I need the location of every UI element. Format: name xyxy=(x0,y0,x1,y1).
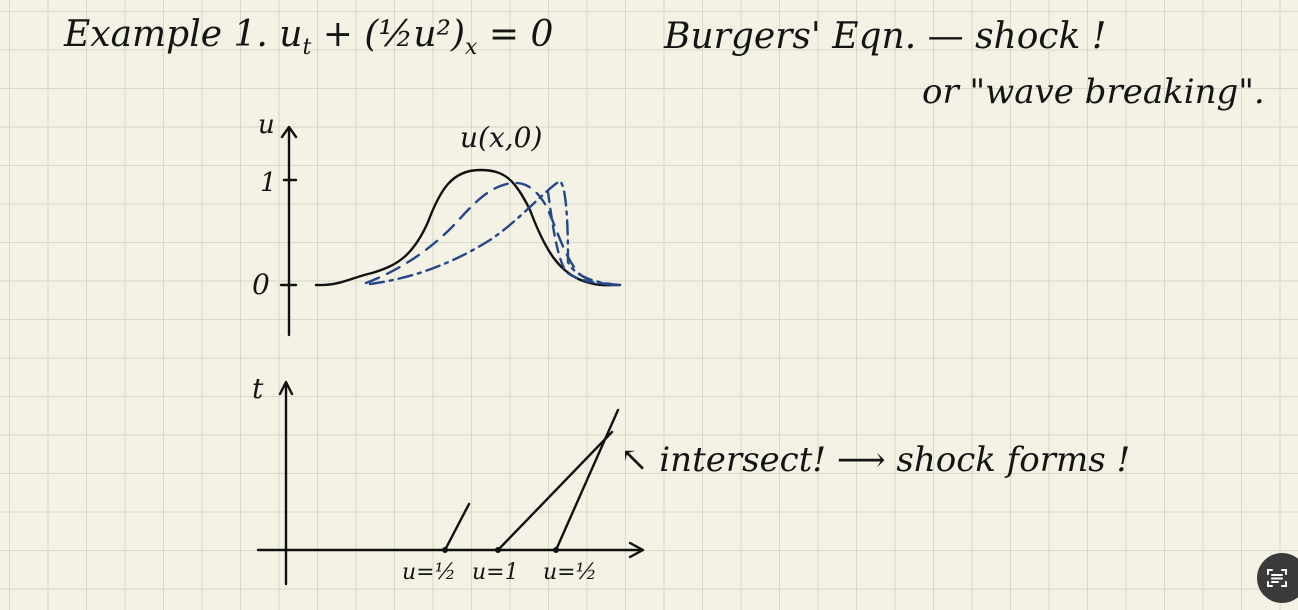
half-fraction: ½ xyxy=(378,14,414,55)
characteristic-u-half-left xyxy=(443,502,471,552)
characteristic-u-one xyxy=(496,430,614,552)
foot-point-3 xyxy=(553,547,559,553)
subscript-t: t xyxy=(302,35,312,61)
tick-label-1: 1 xyxy=(260,168,277,198)
top-y-axis-arrow xyxy=(280,125,298,139)
x-label-u-one: u=1 xyxy=(472,560,519,585)
bottom-y-axis-label: t xyxy=(252,372,264,405)
x-label-u-half-right: u=½ xyxy=(543,560,597,585)
wave-breaking-note: or "wave breaking". xyxy=(922,72,1265,112)
t-axis-arrow xyxy=(278,380,294,396)
steep-front-line xyxy=(546,190,616,286)
foot-point-1 xyxy=(442,547,448,553)
title-line: Example 1. ut + (½u²)x = 0 xyxy=(64,14,553,60)
scan-text-icon xyxy=(1267,569,1287,587)
foot-point-2 xyxy=(495,547,501,553)
evolved-profile-t1 xyxy=(364,181,624,287)
intersect-annotation: ↖ intersect! ⟶ shock forms ! xyxy=(620,440,1131,480)
top-y-axis-label: u xyxy=(258,110,275,140)
subscript-x: x xyxy=(465,35,478,61)
x-axis-arrow xyxy=(628,541,645,559)
x-label-u-half-left: u=½ xyxy=(402,560,456,585)
scan-text-button[interactable] xyxy=(1257,553,1298,603)
u-squared: u²) xyxy=(413,14,465,55)
equals-zero: = 0 xyxy=(488,14,554,55)
initial-curve-label: u(x,0) xyxy=(460,121,543,154)
plus-paren: + ( xyxy=(322,14,379,55)
example-label: Example 1. u xyxy=(64,14,303,55)
evolved-profile-t2 xyxy=(368,179,624,287)
burgers-title: Burgers' Eqn. — shock ! xyxy=(664,16,1107,57)
characteristic-u-half-right xyxy=(554,408,620,552)
tick-label-0: 0 xyxy=(252,268,270,301)
